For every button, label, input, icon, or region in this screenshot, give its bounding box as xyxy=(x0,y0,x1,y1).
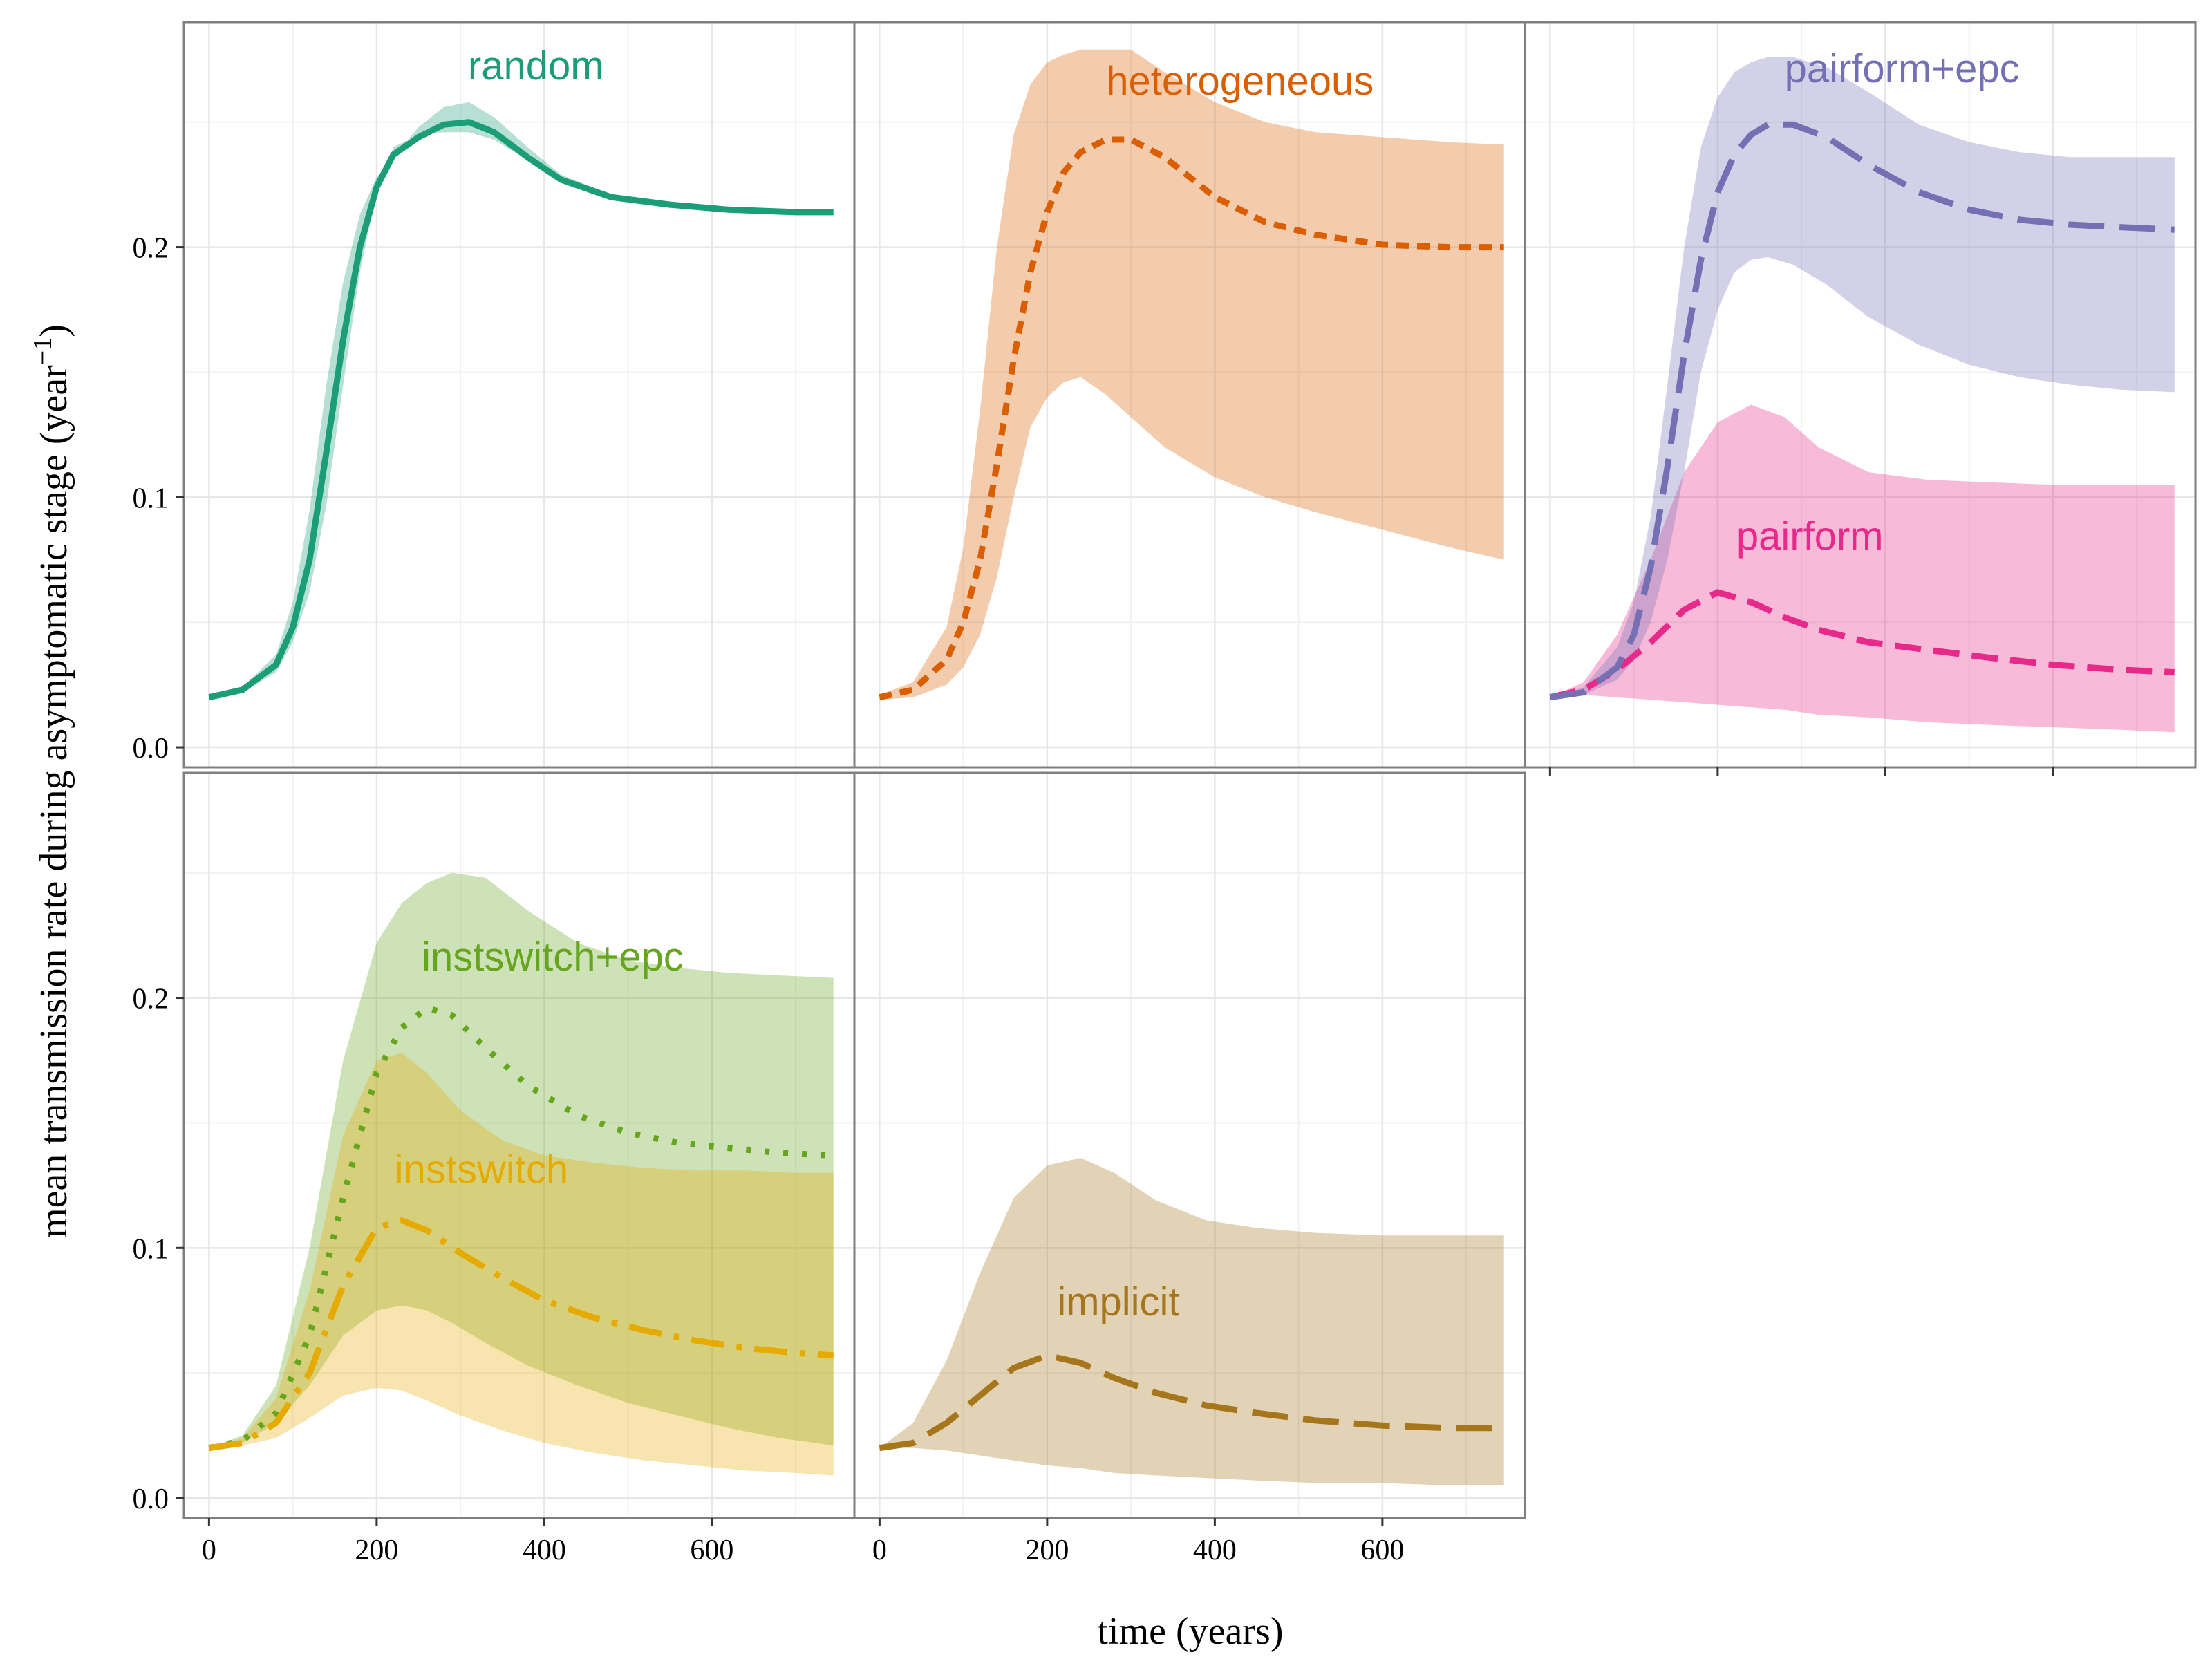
panel-pairform: pairform pairform+epc xyxy=(1524,21,2197,769)
series-label-instswitch+epc: instswitch+epc xyxy=(422,935,684,980)
axes-layer: 0.0 0.1 0.2 0.0 0.1 0.2 0 200 400 600 0 200 400 600 xyxy=(133,233,2054,1566)
y-axis-title-main: mean transmission rate during asymptomat… xyxy=(32,365,75,1238)
line-pairform xyxy=(1549,589,2175,701)
panel-data-heterogeneous xyxy=(879,49,1504,701)
y-tick-label: 0.0 xyxy=(133,733,169,765)
panel-background xyxy=(854,22,1525,767)
line-instswitch+epc xyxy=(208,1004,834,1452)
series-label-instswitch: instswitch xyxy=(395,1147,568,1192)
ribbon-instswitch xyxy=(209,1053,834,1476)
ribbon-implicit xyxy=(879,1158,1504,1485)
x-tick-label: 400 xyxy=(1193,1535,1237,1566)
panel-border xyxy=(1524,21,2197,769)
ribbon-heterogeneous xyxy=(879,49,1504,700)
y-tick-label: 0.1 xyxy=(133,1233,169,1265)
x-tick-label: 200 xyxy=(1025,1535,1069,1566)
x-tick-label: 400 xyxy=(523,1535,566,1566)
panels-layer: random heterogeneous pairform pairform+epc i… xyxy=(182,21,2197,1519)
panel-data-pairform xyxy=(1549,57,2175,733)
x-tick-label: 0 xyxy=(202,1535,216,1566)
ribbon-pairform xyxy=(1550,404,2175,733)
panel-heterogeneous: heterogeneous xyxy=(853,21,1526,769)
y-axis-title-close: ) xyxy=(32,324,75,337)
panel-background xyxy=(854,773,1525,1518)
panel-background xyxy=(184,22,854,767)
y-tick-label: 0.2 xyxy=(133,233,169,265)
y-tick-label: 0.1 xyxy=(133,482,169,514)
series-label-random: random xyxy=(468,44,604,88)
panel-background xyxy=(184,773,854,1518)
line-pairform+epc xyxy=(1549,121,2175,701)
x-tick-label: 200 xyxy=(355,1535,398,1566)
series-label-heterogeneous: heterogeneous xyxy=(1106,59,1374,104)
x-tick-label: 600 xyxy=(690,1535,733,1566)
panel-border xyxy=(853,771,1526,1519)
panel-instswitch: instswitch+epc instswitch xyxy=(182,771,856,1519)
y-tick-label: 0.2 xyxy=(133,984,169,1015)
y-tick-label: 0.0 xyxy=(133,1483,169,1515)
ribbon-instswitch+epc xyxy=(209,872,834,1448)
series-label-pairform: pairform xyxy=(1736,514,1884,559)
series-label-implicit: implicit xyxy=(1057,1280,1179,1324)
x-tick-label: 0 xyxy=(872,1535,887,1566)
panel-random: random xyxy=(182,21,856,769)
line-random xyxy=(208,119,834,701)
line-implicit xyxy=(879,1352,1504,1452)
panel-data-implicit xyxy=(879,1158,1504,1485)
panel-data-instswitch xyxy=(208,872,834,1476)
x-tick-label: 600 xyxy=(1360,1535,1404,1566)
x-axis-title: time (years) xyxy=(1098,1610,1284,1653)
y-axis-title-superscript: −1 xyxy=(28,337,57,365)
line-heterogeneous xyxy=(879,136,1504,701)
line-instswitch xyxy=(208,1217,834,1452)
panel-implicit: implicit xyxy=(853,771,1526,1519)
series-label-pairform+epc: pairform+epc xyxy=(1785,46,2020,91)
panel-data-random xyxy=(208,102,834,701)
y-axis-title: mean transmission rate during asymptomat… xyxy=(28,324,75,1238)
